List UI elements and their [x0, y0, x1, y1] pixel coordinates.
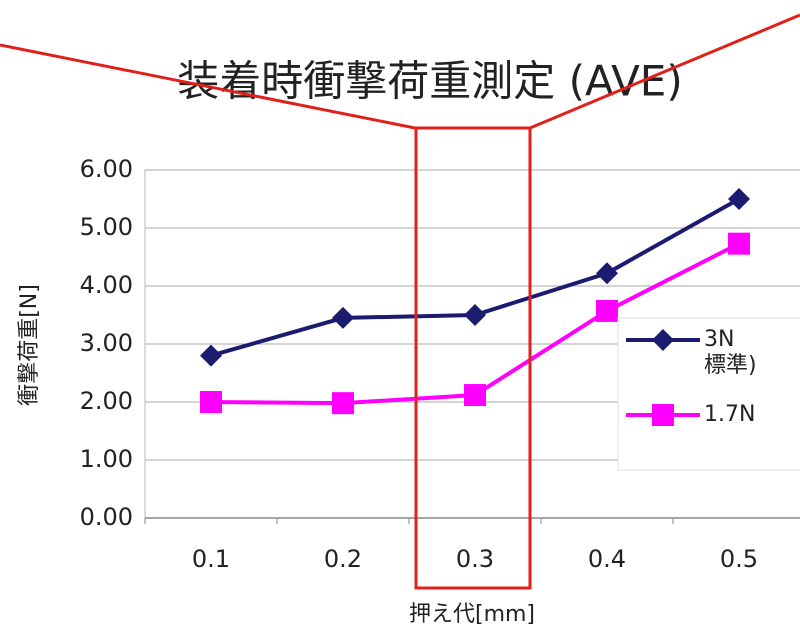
legend-box	[617, 317, 800, 471]
x-tick-label: 0.1	[192, 545, 230, 573]
y-tick-label: 1.00	[80, 445, 133, 473]
marker	[200, 344, 222, 367]
x-tick-label: 0.2	[324, 545, 362, 573]
y-axis-label: 衝撃荷重[N]	[17, 284, 42, 406]
annotation-line	[529, 13, 800, 130]
marker	[332, 392, 354, 415]
y-tick-label: 5.00	[80, 213, 133, 241]
marker	[652, 329, 674, 351]
legend-label: 1.7N	[704, 402, 756, 427]
y-tick-label: 4.00	[80, 271, 133, 299]
marker	[728, 188, 750, 210]
marker	[464, 384, 486, 407]
y-tick-label: 6.00	[80, 155, 133, 183]
x-tick-label: 0.4	[588, 545, 626, 573]
marker	[596, 299, 618, 322]
annotation-box	[414, 126, 532, 590]
marker	[200, 391, 222, 413]
chart-title: 装着時衝撃荷重測定 (AVE)	[177, 57, 682, 106]
y-tick-label: 2.00	[80, 387, 133, 415]
marker	[464, 304, 486, 326]
legend-label: 3N 標準)	[704, 327, 757, 378]
x-tick-label: 0.3	[456, 545, 494, 573]
marker	[652, 404, 674, 426]
marker	[596, 262, 618, 285]
marker	[332, 306, 354, 329]
x-axis-label: 押え代[mm]	[409, 602, 535, 627]
y-tick-label: 3.00	[80, 329, 133, 357]
x-tick-label: 0.5	[720, 545, 758, 573]
y-tick-label: 0.00	[80, 503, 133, 531]
legend	[626, 329, 700, 426]
marker	[728, 232, 750, 255]
annotation-line	[0, 43, 416, 130]
